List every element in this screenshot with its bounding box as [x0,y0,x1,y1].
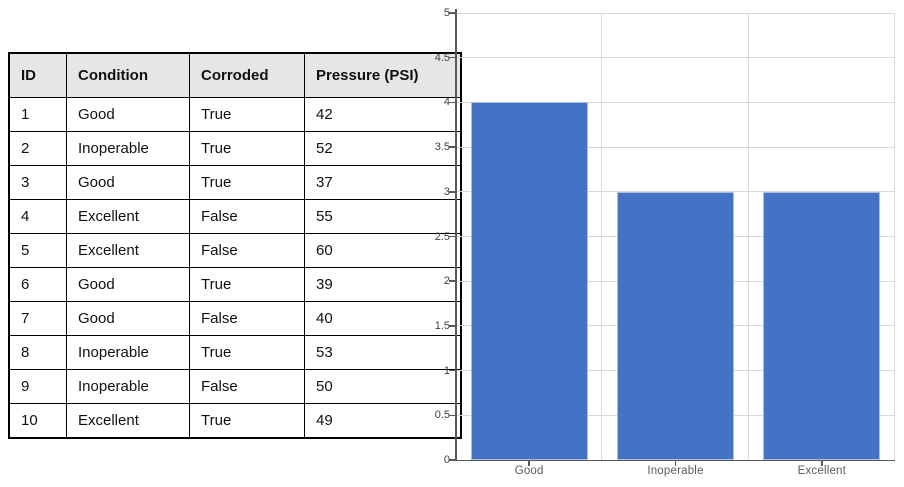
horizontal-gridline [456,57,895,59]
table-cell: 6 [8,267,67,302]
y-axis-tick [449,235,455,238]
y-tick-label: 1.5 [434,319,450,332]
table-cell: Excellent [66,199,190,234]
column-header-pressure: Pressure (PSI) [304,52,462,98]
table-cell: True [189,267,305,302]
y-tick-label: 4 [443,96,450,109]
y-axis-line [455,9,457,460]
y-axis-tick [449,369,455,372]
table-cell: False [189,301,305,336]
bar-inoperable [616,191,735,460]
table-cell: 1 [8,97,67,132]
x-axis-tick [821,461,823,466]
table-row: 10 Excellent True 49 [8,403,462,439]
y-axis-tick [449,459,455,461]
table-body: 1 Good True 42 2 Inoperable True 52 3 Good True 37 4… [8,97,462,439]
table-row: 8 Inoperable True 53 [8,335,462,370]
vertical-gridline [894,13,895,460]
table-cell: Inoperable [66,369,190,404]
table-cell: True [189,335,305,370]
y-axis-tick [449,101,455,104]
table-cell: False [189,369,305,404]
table-cell: 5 [8,233,67,268]
y-tick-label: 2.5 [434,230,450,243]
table-row: 4 Excellent False 55 [8,199,462,234]
table-cell: True [189,165,305,200]
bar-excellent [763,191,881,460]
table-cell: 7 [8,301,67,336]
table-cell: 39 [304,267,462,302]
table-row: 6 Good True 39 [8,267,462,302]
x-axis-tick [528,461,530,466]
table-cell: Good [66,301,190,336]
x-tick-label: Excellent [797,465,847,477]
table-cell: 3 [8,165,67,200]
y-tick-label: 0 [443,454,450,466]
pipe-data-table: ID Condition Corroded Pressure (PSI) 1 Go… [8,52,462,439]
table-cell: True [189,131,305,166]
vertical-gridline [747,13,749,460]
table-cell: 9 [8,369,67,404]
table-cell: True [189,97,305,132]
x-tick-label: Inoperable [647,465,704,477]
table-cell: False [189,199,305,234]
y-tick-label: 3.5 [434,141,450,154]
table-cell: 2 [8,131,67,166]
table-cell: 37 [304,165,462,200]
table-header: ID Condition Corroded Pressure (PSI) [8,52,462,98]
x-axis-tick [674,461,677,466]
table-cell: Inoperable [66,335,190,370]
y-tick-label: 4.5 [434,51,450,64]
table-cell: 55 [304,199,462,234]
x-axis-line [455,459,895,461]
table-cell: 4 [8,199,67,234]
table-cell: Good [66,267,190,302]
table-cell: Inoperable [66,131,190,166]
y-tick-label: 3 [443,185,450,198]
table-row: 3 Good True 37 [8,165,462,200]
table-cell: 50 [304,369,462,404]
y-axis-tick [449,325,455,327]
table-cell: 49 [304,403,462,439]
vertical-gridline [601,13,603,460]
horizontal-gridline [456,12,895,14]
column-header-id: ID [8,52,67,98]
y-tick-label: 5 [443,7,450,19]
y-axis-tick [449,146,455,148]
y-axis-tick [449,56,455,59]
y-tick-label: 1 [443,364,450,377]
table-cell: True [189,403,305,439]
table-cell: Excellent [66,233,190,268]
y-axis-tick [449,280,455,282]
table-cell: 53 [304,335,462,370]
table-row: 1 Good True 42 [8,97,462,132]
y-axis-tick [449,414,455,417]
table-cell: Excellent [66,403,190,439]
table-row: 9 Inoperable False 50 [8,369,462,404]
x-tick-label: Good [514,465,544,477]
table-header-row: ID Condition Corroded Pressure (PSI) [8,52,462,98]
y-tick-label: 2 [443,275,450,288]
column-header-corroded: Corroded [189,52,305,98]
column-header-condition: Condition [66,52,190,98]
table-cell: 60 [304,233,462,268]
table-row: 7 Good False 40 [8,301,462,336]
table-row: 5 Excellent False 60 [8,233,462,268]
condition-bar-chart: 0 0.5 1 1.5 2 2.5 3 3.5 4 4.5 5 Good Inoperable Exce… [420,0,904,487]
table-cell: Good [66,165,190,200]
table-cell: 10 [8,403,67,439]
y-axis-tick [449,191,455,193]
bar-good [470,102,588,460]
table-cell: False [189,233,305,268]
table-cell: Good [66,97,190,132]
table-row: 2 Inoperable True 52 [8,131,462,166]
table-cell: 40 [304,301,462,336]
y-tick-label: 0.5 [434,409,450,422]
y-axis-tick [449,12,455,14]
chart-plot-area [449,9,895,466]
table-cell: 8 [8,335,67,370]
